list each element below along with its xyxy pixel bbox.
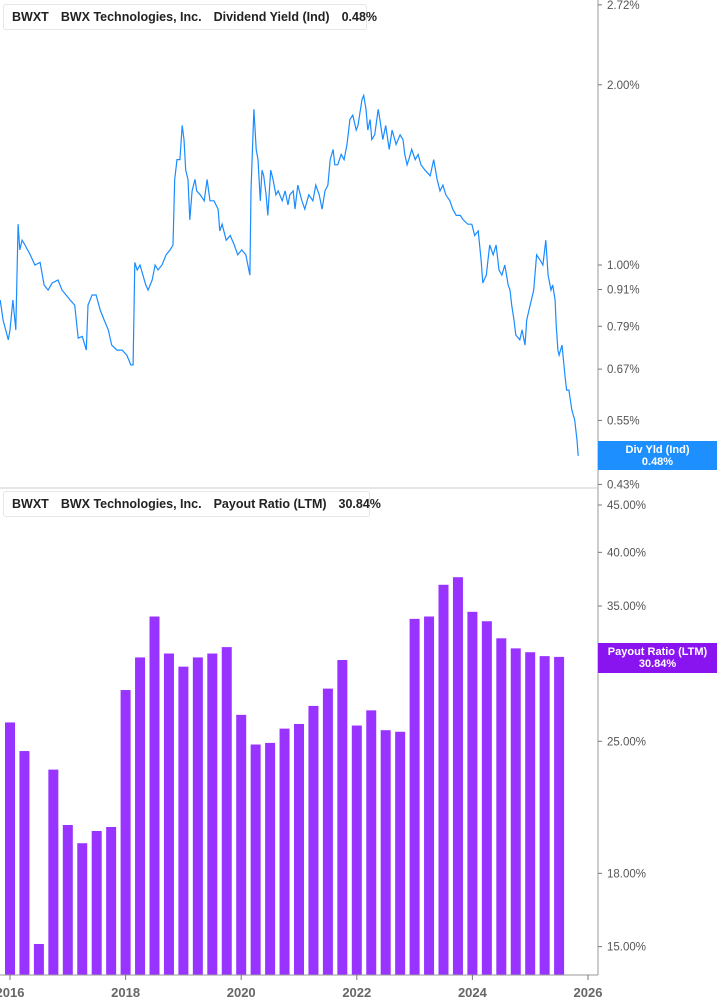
payout-bar <box>192 657 203 975</box>
legend-ticker: BWXT <box>12 10 49 24</box>
payout-bar <box>496 638 507 975</box>
payout-bar <box>62 825 73 975</box>
badge-label: Div Yld (Ind) <box>625 444 690 456</box>
top-legend: BWXT BWX Technologies, Inc. Dividend Yie… <box>3 4 377 30</box>
dividend-yield-line <box>0 93 579 456</box>
payout-bar <box>250 744 261 975</box>
payout-bar <box>366 710 377 975</box>
legend-ticker: BWXT <box>12 497 49 511</box>
payout-bar <box>525 652 536 975</box>
badge-value: 0.48% <box>641 456 674 468</box>
dividend-yield-badge: Div Yld (Ind) 0.48% <box>598 441 717 470</box>
payout-bar <box>308 705 319 975</box>
x-tick-label: 2018 <box>111 985 140 1000</box>
payout-bar <box>178 666 189 975</box>
y-tick-label: 2.72% <box>607 0 640 12</box>
payout-bar <box>221 647 232 975</box>
payout-bar <box>77 843 88 975</box>
payout-bar <box>19 751 30 975</box>
payout-bar <box>135 657 146 975</box>
x-tick-label: 2020 <box>227 985 256 1000</box>
payout-bar <box>481 621 492 975</box>
payout-bar <box>380 730 391 975</box>
payout-bar <box>452 577 463 975</box>
badge-label: Payout Ratio (LTM) <box>607 646 708 658</box>
badge-value: 30.84% <box>638 658 677 670</box>
y-tick-label: 35.00% <box>607 601 646 613</box>
bottom-legend: BWXT BWX Technologies, Inc. Payout Ratio… <box>3 491 381 517</box>
y-tick-label: 2.00% <box>607 80 640 92</box>
payout-bars <box>5 577 565 975</box>
legend-metric: Payout Ratio (LTM) <box>213 497 327 511</box>
payout-bar <box>149 616 160 975</box>
payout-bar <box>279 728 290 975</box>
payout-bar <box>554 656 565 975</box>
payout-bar <box>265 742 276 975</box>
y-tick-label: 45.00% <box>607 500 646 512</box>
y-tick-label: 0.55% <box>607 415 640 427</box>
payout-bar <box>510 648 521 975</box>
x-tick-label: 2016 <box>0 985 24 1000</box>
y-tick-label: 0.79% <box>607 321 640 333</box>
payout-bar <box>294 723 304 975</box>
legend-value: 0.48% <box>341 10 378 24</box>
y-tick-label: 18.00% <box>607 868 646 880</box>
x-tick-label: 2022 <box>342 985 371 1000</box>
payout-bar <box>424 616 435 975</box>
legend-company: BWX Technologies, Inc. <box>60 10 202 24</box>
payout-bar <box>467 611 478 975</box>
x-tick-label: 2026 <box>574 985 603 1000</box>
payout-bar <box>48 769 59 975</box>
payout-bar <box>207 653 218 975</box>
payout-bar <box>33 943 44 975</box>
payout-ratio-badge: Payout Ratio (LTM) 30.84% <box>598 643 717 673</box>
y-tick-label: 15.00% <box>607 942 646 954</box>
payout-bar <box>351 725 362 975</box>
y-tick-label: 1.00% <box>607 260 640 272</box>
payout-bar <box>395 731 406 975</box>
payout-bar <box>106 826 117 975</box>
y-tick-label: 25.00% <box>607 736 646 748</box>
payout-bar <box>236 714 247 975</box>
payout-bar <box>409 618 420 975</box>
y-tick-label: 0.43% <box>607 479 640 491</box>
legend-value: 30.84% <box>338 497 381 511</box>
y-tick-label: 0.67% <box>607 364 640 376</box>
payout-bar <box>438 584 449 975</box>
y-tick-label: 40.00% <box>607 547 646 559</box>
payout-bar <box>163 653 174 975</box>
legend-company: BWX Technologies, Inc. <box>60 497 202 511</box>
y-tick-label: 0.91% <box>607 285 640 297</box>
payout-bar <box>91 830 102 975</box>
x-tick-label: 2024 <box>458 985 488 1000</box>
payout-bar <box>120 690 131 975</box>
payout-bar <box>5 722 15 975</box>
payout-bar <box>539 656 550 975</box>
payout-bar <box>322 688 333 975</box>
payout-bar <box>337 660 348 975</box>
legend-metric: Dividend Yield (Ind) <box>213 10 330 24</box>
